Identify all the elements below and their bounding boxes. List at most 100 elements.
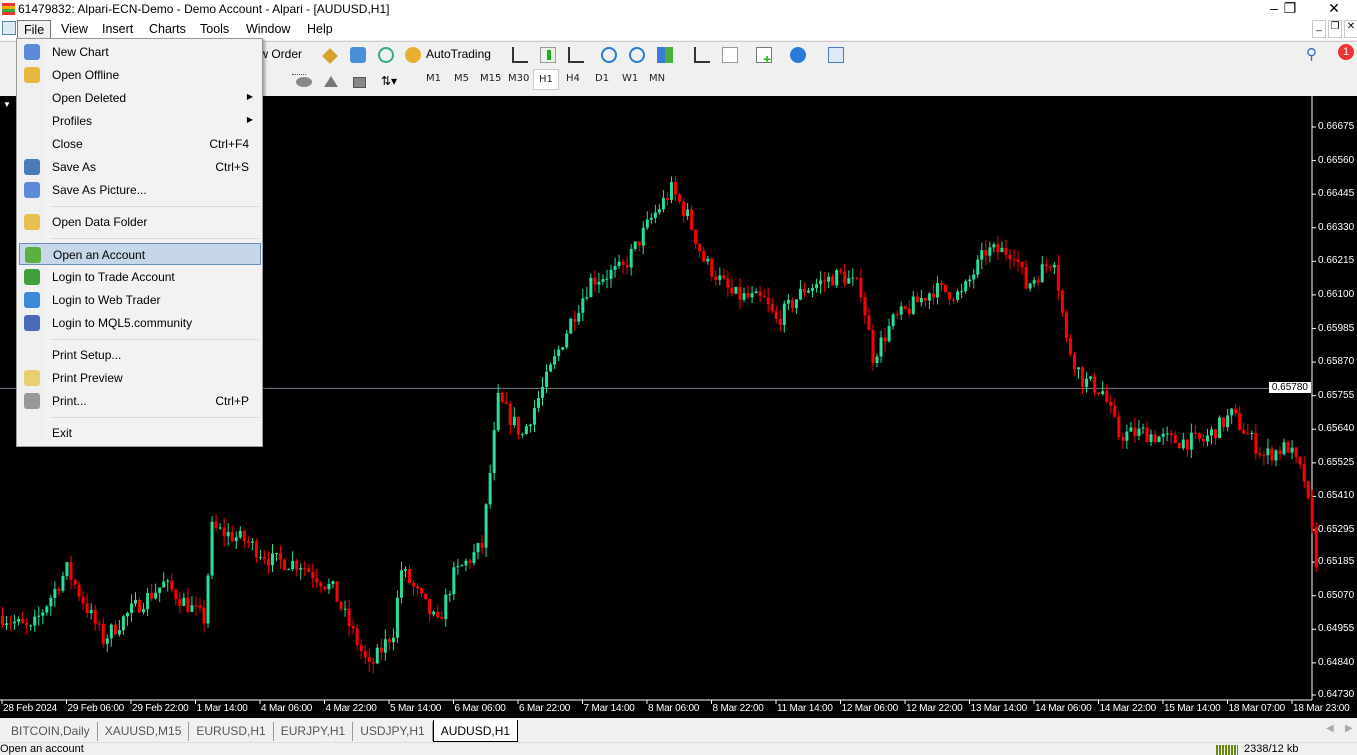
- bear-candle: [621, 261, 625, 265]
- menu-item-save-as-picture[interactable]: Save As Picture...: [19, 179, 261, 201]
- timeframe-m1[interactable]: M1: [426, 73, 441, 84]
- ellipse-icon[interactable]: [296, 77, 312, 87]
- zoom-in-icon[interactable]: [601, 47, 617, 63]
- menu-item-print-preview[interactable]: Print Preview: [19, 367, 261, 389]
- menu-charts[interactable]: Charts: [149, 22, 186, 36]
- autoscroll-icon[interactable]: [722, 47, 738, 63]
- chart-shift-icon[interactable]: [694, 47, 710, 63]
- bear-candle: [85, 603, 89, 614]
- bear-candle: [1044, 264, 1048, 267]
- timeframe-m5[interactable]: M5: [454, 73, 469, 84]
- menu-item-close[interactable]: Close Ctrl+F4: [19, 133, 261, 155]
- bull-candle: [569, 318, 573, 334]
- minimize-button[interactable]: –: [1270, 0, 1278, 16]
- menu-item-profiles[interactable]: Profiles ▶: [19, 110, 261, 132]
- bear-candle: [242, 530, 246, 542]
- timeframe-m30[interactable]: M30: [508, 73, 530, 84]
- triangle-icon[interactable]: [324, 76, 338, 87]
- menu-item-new-chart[interactable]: New Chart: [19, 41, 261, 63]
- price-tick-label: 0.65755: [1318, 389, 1355, 401]
- menu-tools[interactable]: Tools: [200, 22, 230, 36]
- close-button[interactable]: ✕: [1328, 0, 1340, 16]
- indicators-icon[interactable]: +: [756, 47, 772, 66]
- timeframe-h1[interactable]: H1: [533, 69, 559, 90]
- tile-windows-icon[interactable]: [657, 47, 673, 63]
- menu-item-open-offline[interactable]: Open Offline: [19, 64, 261, 86]
- bull-candle: [1141, 427, 1145, 429]
- bull-candle: [17, 618, 21, 622]
- autotrading-icon[interactable]: [405, 47, 421, 63]
- menu-insert[interactable]: Insert: [102, 22, 134, 36]
- bull-candle: [432, 611, 436, 615]
- menu-item-save-as[interactable]: Save As Ctrl+S: [19, 156, 261, 178]
- menu-item-open-deleted[interactable]: Open Deleted ▶: [19, 87, 261, 109]
- bear-candle: [1169, 433, 1173, 436]
- market-watch-icon[interactable]: [322, 48, 338, 64]
- time-tick-label: 8 Mar 22:00: [712, 703, 764, 714]
- menu-separator: [51, 238, 259, 239]
- menu-item-print[interactable]: Print... Ctrl+P: [19, 390, 261, 412]
- tab-scroll-right-icon[interactable]: ▶: [1345, 723, 1353, 734]
- menu-item-exit[interactable]: Exit: [19, 422, 261, 444]
- tab-xauusd-m15[interactable]: XAUUSD,M15: [98, 722, 190, 741]
- price-tick-label: 0.65870: [1318, 356, 1355, 368]
- time-tick-label: 29 Feb 06:00: [67, 703, 125, 714]
- timeframe-w1[interactable]: W1: [622, 73, 639, 84]
- templates-icon[interactable]: [828, 47, 844, 63]
- menu-item-open-an-account[interactable]: Open an Account: [19, 243, 261, 265]
- bear-candle: [1012, 259, 1016, 261]
- zoom-out-icon[interactable]: [629, 47, 645, 63]
- bear-candle: [1064, 312, 1068, 339]
- tab-bitcoin-daily[interactable]: BITCOIN,Daily: [4, 722, 98, 741]
- autotrading-button[interactable]: AutoTrading: [426, 47, 491, 61]
- bull-candle: [976, 259, 980, 275]
- chart-menu-arrow-icon[interactable]: ▼: [3, 100, 11, 109]
- menu-item-open-data-folder[interactable]: Open Data Folder: [19, 211, 261, 233]
- bear-candle: [311, 571, 315, 579]
- search-icon[interactable]: ⚲: [1306, 46, 1317, 63]
- bull-candle: [218, 527, 222, 529]
- bear-candle: [279, 553, 283, 560]
- bear-candle: [1214, 429, 1218, 439]
- menu-item-login-to-web-trader[interactable]: Login to Web Trader: [19, 289, 261, 311]
- restore-button[interactable]: ❐: [1283, 0, 1297, 16]
- menu-item-print-setup[interactable]: Print Setup...: [19, 344, 261, 366]
- price-chart[interactable]: [0, 96, 1357, 718]
- periods-clock-icon[interactable]: [790, 47, 806, 63]
- signals-icon[interactable]: [378, 47, 394, 63]
- bull-candle: [1000, 247, 1004, 253]
- bear-candle: [1145, 427, 1149, 442]
- menu-window[interactable]: Window: [246, 22, 291, 36]
- menu-help[interactable]: Help: [307, 22, 333, 36]
- bull-candle: [182, 597, 186, 606]
- fibonacci-icon[interactable]: [292, 74, 306, 88]
- notification-badge[interactable]: 1: [1338, 44, 1354, 60]
- tab-eurjpy-h1[interactable]: EURJPY,H1: [274, 722, 354, 741]
- bear-candle: [843, 271, 847, 284]
- arrows-icon[interactable]: ⇅▾: [381, 74, 398, 88]
- menu-item-login-to-trade-account[interactable]: Login to Trade Account: [19, 266, 261, 288]
- bear-candle: [996, 244, 1000, 253]
- timeframe-mn[interactable]: MN: [649, 73, 666, 84]
- bull-candle: [1218, 417, 1222, 439]
- tab-eurusd-h1[interactable]: EURUSD,H1: [189, 722, 274, 741]
- timeframe-m15[interactable]: M15: [480, 73, 502, 84]
- timeframe-h4[interactable]: H4: [566, 73, 580, 84]
- child-restore-button[interactable]: ❐: [1328, 20, 1342, 38]
- navigator-icon[interactable]: [350, 47, 366, 63]
- menu-file[interactable]: File: [17, 20, 52, 39]
- child-close-button[interactable]: ✕: [1344, 20, 1357, 38]
- tab-audusd-h1[interactable]: AUDUSD,H1: [432, 720, 519, 742]
- menu-item-login-to-mql5-community[interactable]: Login to MQL5.community: [19, 312, 261, 334]
- child-minimize-button[interactable]: _: [1312, 20, 1326, 38]
- menu-view[interactable]: View: [61, 22, 88, 36]
- tab-scroll-left-icon[interactable]: ◀: [1326, 723, 1334, 734]
- bar-chart-icon[interactable]: [512, 47, 528, 63]
- timeframe-d1[interactable]: D1: [595, 73, 610, 84]
- line-chart-icon[interactable]: [568, 47, 584, 63]
- rectangle-icon[interactable]: [353, 77, 366, 88]
- bear-candle: [508, 403, 512, 425]
- candlestick-icon[interactable]: [540, 47, 556, 63]
- tab-usdjpy-h1[interactable]: USDJPY,H1: [353, 722, 433, 741]
- bull-candle: [649, 217, 653, 220]
